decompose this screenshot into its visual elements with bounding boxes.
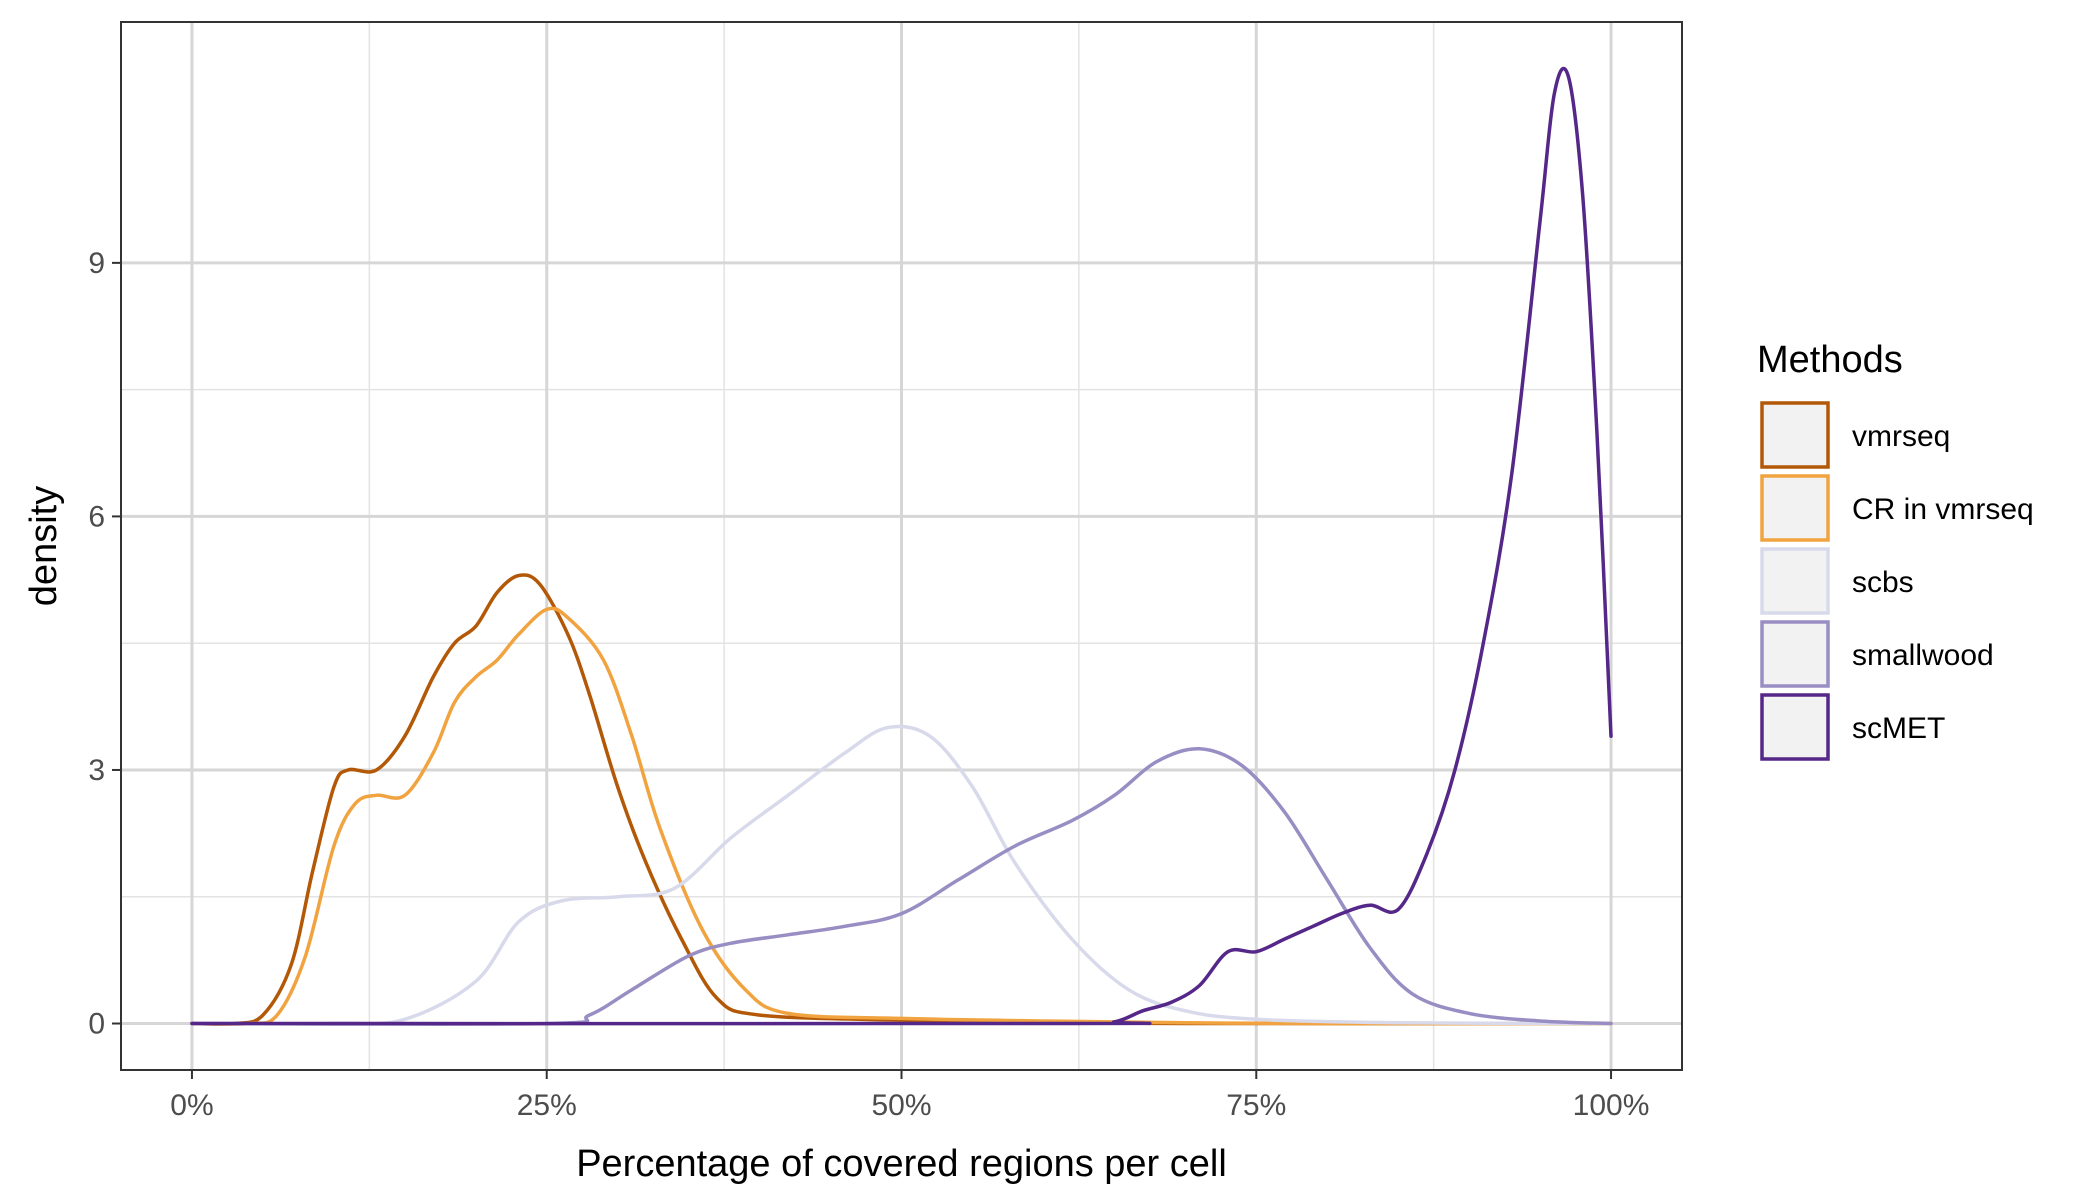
series-line-cr-in-vmrseq bbox=[190, 606, 1613, 1026]
series-line-scbs bbox=[190, 724, 1613, 1026]
series-line-scmet bbox=[190, 66, 1613, 1026]
density-curves bbox=[190, 66, 1613, 1026]
legend-key-scbs bbox=[1760, 547, 1830, 615]
x-tick-label: 0% bbox=[170, 1089, 213, 1122]
y-axis-title: density bbox=[23, 486, 65, 606]
legend-key-smallwood bbox=[1760, 620, 1830, 688]
legend-label: scbs bbox=[1852, 566, 1914, 599]
x-axis-title: Percentage of covered regions per cell bbox=[576, 1143, 1227, 1185]
x-tick-label: 25% bbox=[517, 1089, 577, 1122]
y-axis-ticks: 0 3 6 9 bbox=[88, 247, 121, 1041]
legend-label: vmrseq bbox=[1852, 420, 1950, 453]
x-tick-label: 50% bbox=[871, 1089, 931, 1122]
legend-key-scmet bbox=[1760, 693, 1830, 761]
legend-label: CR in vmrseq bbox=[1852, 493, 2034, 526]
gridlines bbox=[121, 22, 1682, 1070]
legend-title: Methods bbox=[1757, 339, 1903, 381]
x-tick-label: 100% bbox=[1573, 1089, 1650, 1122]
y-tick-label: 3 bbox=[88, 754, 105, 787]
legend-key-vmrseq bbox=[1760, 401, 1830, 469]
y-tick-label: 6 bbox=[88, 500, 105, 533]
x-tick-label: 75% bbox=[1226, 1089, 1286, 1122]
series-line-smallwood bbox=[190, 747, 1613, 1026]
x-axis-ticks: 0% 25% 50% 75% 100% bbox=[170, 1070, 1649, 1122]
legend-label: scMET bbox=[1852, 712, 1945, 745]
legend-key-cr-in-vmrseq bbox=[1760, 474, 1830, 542]
legend-label: smallwood bbox=[1852, 639, 1994, 672]
y-tick-label: 0 bbox=[88, 1008, 105, 1041]
y-tick-label: 9 bbox=[88, 247, 105, 280]
legend: Methods vmrseq CR in vmrseq scbs smallwood s… bbox=[1757, 339, 2034, 761]
